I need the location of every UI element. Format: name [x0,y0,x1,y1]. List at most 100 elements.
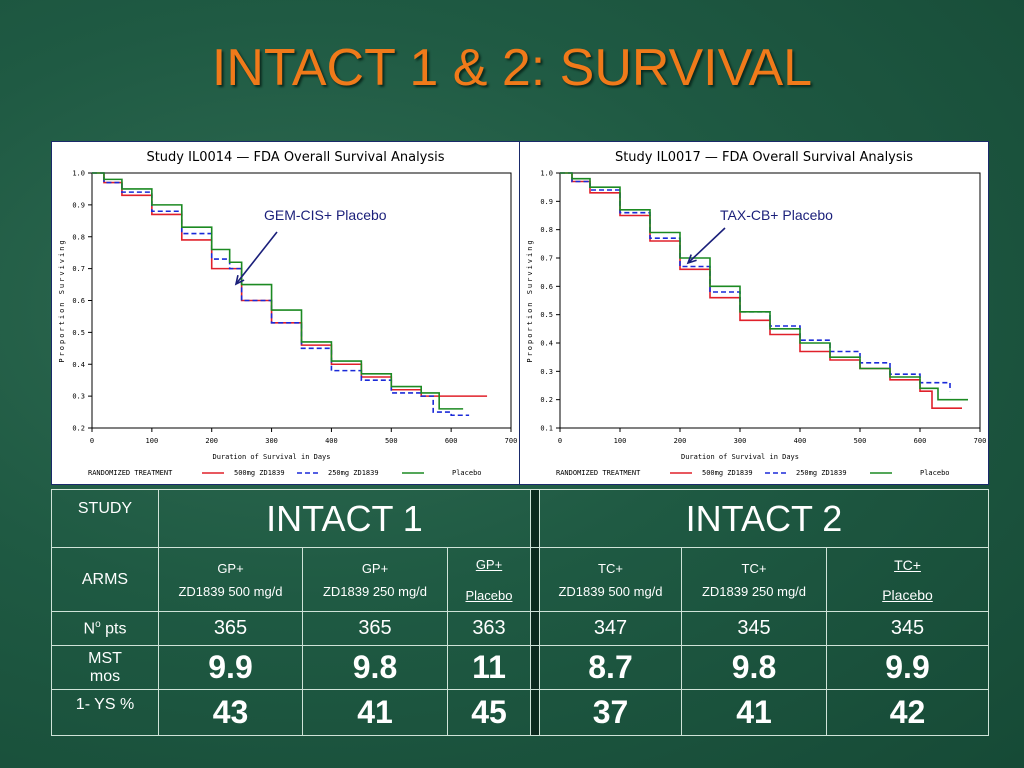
y-tick-label: 0.4 [540,340,553,348]
x-tick-label: 300 [265,437,278,445]
legend-label: Placebo [920,469,950,477]
y-tick-label: 0.6 [540,283,553,291]
pts-label: No pts [51,611,159,646]
survival-curve-placebo [560,172,968,401]
mst-value: 9.8 [681,645,827,690]
x-tick-label: 100 [146,437,159,445]
chart-title: Study IL0014 — FDA Overall Survival Anal… [146,150,444,165]
y-tick-label: 0.6 [72,297,85,305]
mst-value: 9.8 [302,645,448,690]
legend-title: RANDOMIZED TREATMENT [88,469,173,477]
arm-line-2: Placebo [465,587,513,603]
arm-line-2: ZD1839 250 mg/d [701,583,807,599]
arm-line-1: TC+ [894,556,921,573]
mst-value: 9.9 [158,645,303,690]
column-gap [530,547,540,612]
y-tick-label: 0.1 [540,425,553,433]
legend-label: Placebo [452,469,482,477]
mst-value: 8.7 [539,645,682,690]
column-gap [530,645,540,690]
x-tick-label: 400 [325,437,338,445]
x-tick-label: 200 [674,437,687,445]
pts-value: 345 [826,611,989,646]
arm-cell: TC+ ZD1839 250 mg/d [681,547,827,612]
y-tick-label: 0.7 [540,255,553,263]
ys-value: 42 [826,689,989,736]
y-tick-label: 0.8 [72,233,85,241]
x-tick-label: 500 [385,437,398,445]
legend-label: 500mg ZD1839 [702,469,753,477]
column-gap [530,689,540,736]
pts-value: 365 [158,611,303,646]
mst-label: MST mos [51,645,159,690]
arm-line-2: ZD1839 500 mg/d [178,583,283,599]
arm-line-1: GP+ [217,560,244,576]
arm-cell: TC+ ZD1839 500 mg/d [539,547,682,612]
x-tick-label: 600 [445,437,458,445]
intact2-header: INTACT 2 [539,489,989,548]
annotation-arrow [687,227,726,264]
x-tick-label: 400 [794,437,807,445]
arm-cell: GP+ ZD1839 500 mg/d [158,547,303,612]
ys-value: 43 [158,689,303,736]
x-tick-label: 600 [914,437,927,445]
ys-value: 41 [302,689,448,736]
y-tick-label: 0.3 [540,368,553,376]
pts-value: 345 [681,611,827,646]
legend-label: 250mg ZD1839 [328,469,379,477]
pts-value: 365 [302,611,448,646]
intact1-header: INTACT 1 [158,489,531,548]
ys-label: 1- YS % [51,689,159,736]
plot-frame [559,172,981,429]
table-row-pts: No pts 365 365 363 347 345 345 [51,611,989,646]
survival-chart-svg: Study IL0017 — FDA Overall Survival Anal… [526,150,986,477]
pts-value: 363 [447,611,531,646]
y-tick-label: 0.5 [72,329,85,337]
x-tick-label: 500 [854,437,867,445]
survival-curve-placebo [92,172,464,410]
ys-value: 37 [539,689,682,736]
arms-label: ARMS [51,547,159,612]
x-axis-label: Duration of Survival in Days [212,453,330,461]
chart-title: Study IL0017 — FDA Overall Survival Anal… [615,150,913,165]
x-tick-label: 700 [505,437,518,445]
slide-title: INTACT 1 & 2: SURVIVAL [211,39,813,97]
annotation-label: TAX-CB+ Placebo [720,207,833,223]
y-tick-label: 0.2 [72,425,85,433]
arm-cell: GP+ Placebo [447,547,531,612]
ys-value: 41 [681,689,827,736]
x-tick-label: 0 [558,437,562,445]
column-gap [530,611,540,646]
y-tick-label: 0.9 [72,201,85,209]
annotation-arrow [235,231,278,285]
legend-label: 500mg ZD1839 [234,469,285,477]
survival-chart-svg: Study IL0014 — FDA Overall Survival Anal… [58,150,518,477]
summary-table: STUDY INTACT 1 INTACT 2 ARMS GP+ ZD1839 … [51,489,989,736]
arm-line-1: TC+ [598,560,623,576]
y-tick-label: 0.4 [72,361,85,369]
annotation-arrowhead [686,254,697,265]
ys-value: 45 [447,689,531,736]
table-row-study: STUDY INTACT 1 INTACT 2 [51,489,989,548]
arm-line-1: TC+ [741,560,767,576]
y-tick-label: 0.3 [72,393,85,401]
arm-line-2: ZD1839 250 mg/d [322,583,428,599]
legend-title: RANDOMIZED TREATMENT [556,469,641,477]
mst-value: 9.9 [826,645,989,690]
arm-line-1: GP+ [475,556,503,572]
mst-value: 11 [447,645,531,690]
x-axis-label: Duration of Survival in Days [681,453,799,461]
y-tick-label: 1.0 [540,170,553,178]
x-tick-label: 0 [90,437,94,445]
survival-curve-500mg-zd1839 [560,172,962,409]
y-tick-label: 0.9 [540,198,553,206]
x-tick-label: 100 [614,437,627,445]
y-axis-label: Proportion Surviving [526,238,534,362]
y-tick-label: 0.5 [540,311,553,319]
y-tick-label: 1.0 [72,170,85,178]
study-header-cell: STUDY [51,489,159,548]
y-tick-label: 0.2 [540,396,553,404]
survival-chart-il0017: Study IL0017 — FDA Overall Survival Anal… [519,141,989,485]
x-tick-label: 200 [205,437,218,445]
arm-line-2: Placebo [882,586,933,603]
